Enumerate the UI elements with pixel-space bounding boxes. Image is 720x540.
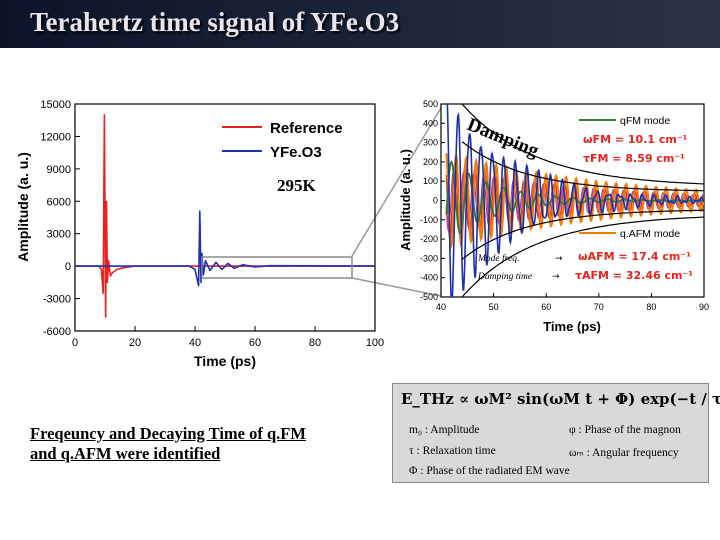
right-y-tick-label: 200 [423, 157, 438, 167]
right-y-tick-label: 100 [423, 176, 438, 186]
def-em-phase: Φ : Phase of the radiated EM wave [409, 465, 570, 477]
left-plot-frame [74, 103, 376, 332]
right-y-tick-label: -500 [420, 292, 438, 302]
left-y-tick-label: 9000 [47, 164, 71, 176]
omega-afm-label: ωAFM = 17.4 cm⁻¹ [578, 250, 691, 263]
left-y-tick-label: 15000 [40, 99, 71, 111]
damping-envelope-line [461, 104, 704, 185]
damping-envelope-line [461, 216, 704, 297]
left-y-tick-label: 6000 [47, 196, 71, 208]
caption: Freqeuncy and Decaying Time of q.FM and … [30, 424, 390, 464]
caption-line-2: and q.AFM were identified [30, 444, 221, 463]
measured-signal-line [446, 104, 704, 297]
left-chart: 0 20 40 60 80 100 15000 12000 9000 6000 3000 0 -3000… [15, 99, 384, 369]
left-y-tick-label: 12000 [40, 131, 71, 143]
right-y-tick-label: -200 [420, 234, 438, 244]
legend-label-qfm: qFM mode [620, 115, 670, 127]
damping-envelope-line [461, 141, 704, 192]
zoom-window [201, 256, 353, 279]
def-magnon-phase: φ : Phase of the magnon [569, 424, 681, 436]
right-legend-qafm: q.AFM mode ωAFM = 17.4 cm⁻¹ τAFM = 32.46… [575, 228, 693, 282]
right-legend-qfm: qFM mode ωFM = 10.1 cm⁻¹ τFM = 8.59 cm⁻¹ [579, 115, 688, 165]
damping-time-arrow: → [552, 272, 560, 282]
def-relaxation-time: τ : Relaxation time [409, 445, 496, 457]
caption-line-1: Freqeuncy and Decaying Time of q.FM [30, 424, 306, 443]
right-y-tick-label: -400 [420, 273, 438, 283]
series-line-yfeo3 [75, 210, 376, 287]
right-y-axis-label: Amplitude (a. u.) [398, 149, 413, 251]
left-x-tick-label: 100 [366, 337, 384, 349]
left-legend: Reference YFe.O3 [222, 120, 343, 161]
tau-fm-label: τFM = 8.59 cm⁻¹ [583, 152, 685, 165]
right-x-tick-label: 40 [436, 302, 446, 312]
mode-freq-arrow: → [555, 254, 563, 264]
series-line-reference [75, 114, 375, 318]
right-y-tick-label: -300 [420, 253, 438, 263]
damping-envelope-line [461, 209, 704, 260]
right-chart: 40 50 60 70 80 90 500 400 300 200 100 0 -100 -200 -300… [398, 99, 709, 334]
right-y-tick-label: 500 [423, 99, 438, 109]
left-x-tick-label: 60 [249, 337, 261, 349]
slide-title: Terahertz time signal of YFe.O3 [30, 7, 400, 37]
def-amplitude: m₀ : Amplitude [409, 424, 480, 436]
left-y-tick-label: 0 [65, 261, 71, 273]
right-x-axis-label: Time (ps) [543, 319, 601, 334]
left-x-axis-label: Time (ps) [194, 353, 256, 369]
damping-time-annotation: Damping time [477, 272, 532, 282]
left-x-tick-label: 20 [129, 337, 141, 349]
right-y-tick-label: 0 [433, 196, 438, 206]
right-x-tick-label: 50 [489, 302, 499, 312]
right-y-tick-label: 300 [423, 138, 438, 148]
title-bar: Terahertz time signal of YFe.O3 [0, 0, 720, 48]
formula-equation: E_THz ∝ ωM² sin(ωM t + Φ) exp(−t / τ) [401, 390, 720, 408]
zoom-connector-top [351, 107, 442, 257]
left-y-tick-label: -6000 [43, 326, 71, 338]
right-y-tick-label: -100 [420, 215, 438, 225]
left-x-tick-label: 0 [72, 337, 78, 349]
def-angular-frequency: ωₘ : Angular frequency [569, 447, 679, 459]
right-x-tick-label: 60 [541, 302, 551, 312]
left-x-tick-label: 80 [309, 337, 321, 349]
left-x-tick-label: 40 [189, 337, 201, 349]
mode-freq-annotation: Mode freq. [477, 253, 519, 264]
right-x-tick-label: 70 [594, 302, 604, 312]
zoom-connector-bottom [351, 277, 442, 297]
omega-fm-label: ωFM = 10.1 cm⁻¹ [583, 133, 688, 146]
left-y-tick-label: -3000 [43, 294, 71, 306]
formula-box: E_THz ∝ ωM² sin(ωM t + Φ) exp(−t / τ) m₀… [392, 383, 720, 483]
tau-afm-label: τAFM = 32.46 cm⁻¹ [575, 269, 693, 282]
legend-label-yfeo3: YFe.O3 [270, 144, 322, 161]
left-y-tick-label: 3000 [47, 229, 71, 241]
right-x-tick-label: 80 [646, 302, 656, 312]
right-y-tick-label: 400 [423, 118, 438, 128]
right-x-tick-label: 90 [699, 302, 709, 312]
left-y-axis-label: Amplitude (a. u.) [15, 152, 31, 262]
temperature-annotation: 295K [277, 176, 317, 195]
legend-label-qafm: q.AFM mode [620, 228, 680, 240]
legend-label-reference: Reference [270, 120, 343, 137]
right-plot-area [445, 104, 704, 297]
